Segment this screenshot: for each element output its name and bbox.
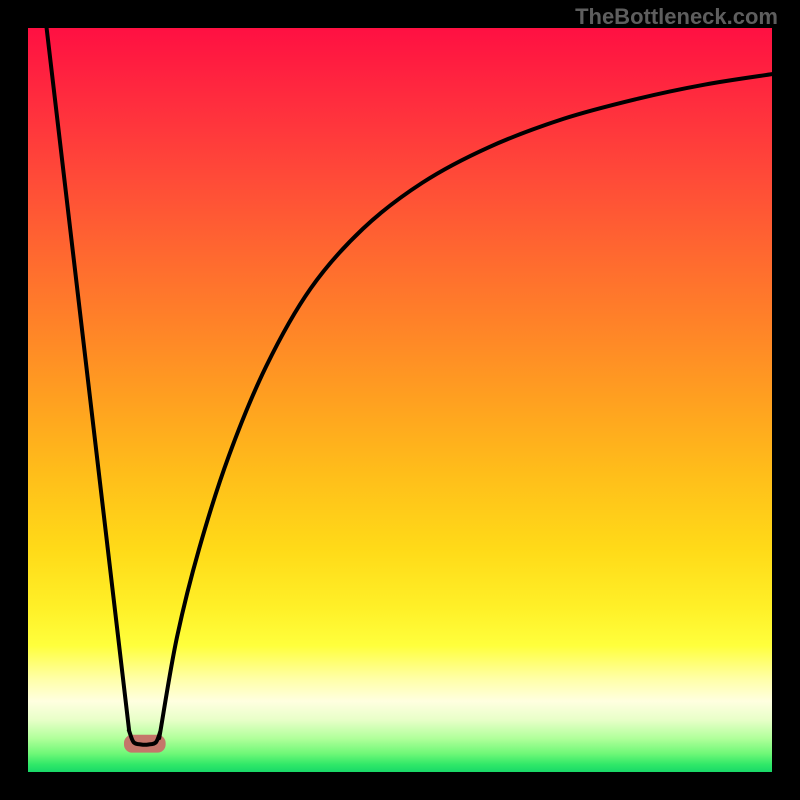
gradient-background	[28, 28, 772, 772]
plot-area	[28, 28, 772, 772]
chart-frame: TheBottleneck.com	[0, 0, 800, 800]
watermark-text: TheBottleneck.com	[575, 4, 778, 30]
chart-svg	[28, 28, 772, 772]
